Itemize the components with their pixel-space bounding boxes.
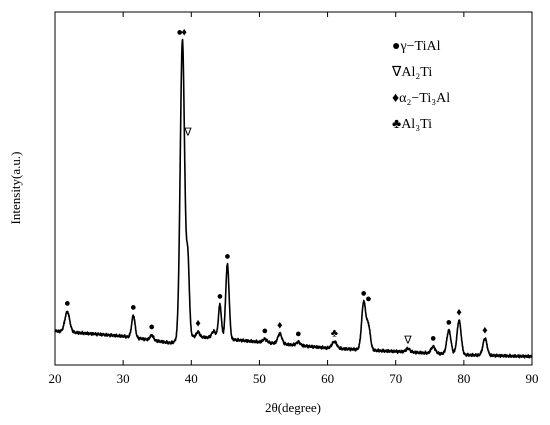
- phase-marker: ●: [64, 298, 71, 310]
- phase-marker: ●: [295, 328, 302, 340]
- phase-marker: ●: [430, 333, 437, 345]
- x-tick-label: 20: [49, 371, 62, 386]
- x-axis-tick-labels: 20 30 40 50 60 70 80 90: [49, 371, 539, 386]
- legend-item: ●γ−TiAl: [392, 39, 441, 54]
- x-tick-label: 80: [457, 371, 470, 386]
- xrd-pattern-line: [54, 38, 533, 359]
- phase-marker: ♦: [195, 318, 201, 330]
- phase-marker: ♦: [277, 320, 283, 332]
- x-tick-label: 60: [321, 371, 334, 386]
- x-tick-label: 70: [389, 371, 402, 386]
- legend-symbol: ♦: [392, 91, 399, 106]
- legend: ●γ−TiAl∇Al₂Ti♦α₂−Ti₃Al♣Al₃Ti: [391, 39, 450, 132]
- x-axis-label: 2θ(degree): [265, 400, 321, 415]
- phase-marker: ♦: [181, 26, 187, 38]
- phase-marker: ●: [446, 316, 453, 328]
- phase-marker: ●: [217, 291, 224, 303]
- y-axis-label: Intensity(a.u.): [8, 152, 23, 225]
- phase-marker: ●: [130, 302, 137, 314]
- x-tick-label: 50: [253, 371, 266, 386]
- x-axis-ticks: [54, 12, 533, 365]
- legend-label: α₂−Ti₃Al: [399, 91, 450, 106]
- legend-label: Al₂Ti: [401, 65, 432, 80]
- phase-marker: ●: [262, 325, 269, 337]
- legend-symbol: ∇: [391, 65, 402, 80]
- phase-marker: ●: [360, 287, 367, 299]
- phase-marker: ♦: [482, 324, 488, 336]
- phase-marker: ●: [148, 321, 155, 333]
- phase-markers: ● ●●●♦∇♦●●● ♦● ♣●●∇ ●●♦♦: [64, 26, 488, 346]
- legend-item: ♦α₂−Ti₃Al: [392, 91, 450, 106]
- x-tick-label: 40: [185, 371, 198, 386]
- x-tick-label: 90: [526, 371, 539, 386]
- phase-marker: ●: [224, 250, 231, 262]
- legend-item: ♣Al₃Ti: [392, 117, 432, 132]
- legend-label: γ−TiAl: [399, 39, 440, 54]
- x-tick-label: 30: [117, 371, 130, 386]
- legend-symbol: ♣: [392, 117, 401, 132]
- legend-label: Al₃Ti: [401, 117, 432, 132]
- phase-marker: ∇: [403, 335, 412, 347]
- phase-marker: ∇: [183, 126, 192, 138]
- phase-marker: ●: [365, 293, 372, 305]
- plot-frame: [54, 11, 533, 366]
- phase-marker: ●: [176, 26, 183, 38]
- legend-symbol: ●: [392, 39, 400, 54]
- legend-item: ∇Al₂Ti: [391, 65, 432, 80]
- phase-marker: ♣: [331, 328, 338, 340]
- phase-marker: ♦: [456, 307, 462, 319]
